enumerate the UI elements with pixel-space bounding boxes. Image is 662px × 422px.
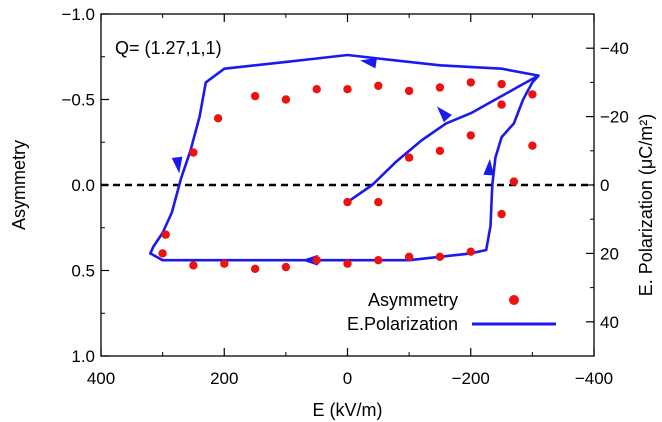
asymmetry-point (404, 252, 414, 261)
asymmetry-point (189, 261, 198, 270)
asymmetry-point (528, 141, 537, 150)
asymmetry-point (343, 259, 352, 268)
y2-tick-label: 20 (600, 244, 619, 263)
asymmetry-point (404, 86, 414, 96)
asymmetry-point (161, 230, 170, 239)
direction-arrow (436, 106, 452, 123)
direction-arrow (171, 156, 183, 174)
asymmetry-point (497, 209, 506, 219)
x-tick-label: 400 (87, 369, 115, 388)
legend-label-polarization: E.Polarization (347, 314, 458, 334)
asymmetry-point (435, 83, 445, 92)
asymmetry-point (435, 146, 445, 155)
chart-annotation: Q= (1.27,1,1) (115, 38, 222, 58)
x-axis-label: E (kV/m) (313, 400, 383, 420)
y-axis-label: Asymmetry (9, 140, 29, 230)
asymmetry-point (528, 90, 537, 99)
asymmetry-point (374, 256, 383, 265)
y2-tick-label: −40 (600, 39, 629, 58)
legend-label-asymmetry: Asymmetry (368, 290, 458, 310)
asymmetry-point (343, 197, 352, 207)
asymmetry-point (466, 78, 475, 87)
y2-tick-label: −20 (600, 108, 629, 127)
y-tick-label: 0.5 (71, 262, 95, 281)
series-layer (149, 53, 540, 273)
y-tick-label: 1.0 (71, 347, 95, 366)
asymmetry-point (435, 252, 445, 261)
direction-arrow (483, 158, 495, 176)
asymmetry-point (220, 259, 229, 268)
polarization-line (149, 53, 540, 262)
asymmetry-point (281, 262, 291, 272)
legend-marker-asymmetry (509, 295, 519, 305)
labels: 400 200 0 −200 −400−1.0−0.50.00.51.0−40−2002… (9, 5, 656, 420)
asymmetry-point (497, 79, 506, 89)
y2-tick-label: 40 (600, 313, 619, 332)
axes (100, 13, 595, 357)
asymmetry-point (374, 197, 383, 207)
asymmetry-point (158, 249, 167, 258)
asymmetry-point (312, 256, 321, 265)
x-tick-label: −400 (575, 369, 613, 388)
asymmetry-point (404, 153, 414, 162)
asymmetry-point (374, 81, 383, 91)
asymmetry-point (250, 264, 260, 273)
asymmetry-point (497, 100, 506, 109)
y2-tick-label: 0 (600, 176, 609, 195)
asymmetry-point (466, 131, 475, 140)
asymmetry-point (343, 85, 352, 94)
asymmetry-point (509, 177, 519, 186)
y-tick-label: −1.0 (61, 5, 95, 24)
y-tick-label: 0.0 (71, 176, 95, 195)
asymmetry-point (189, 148, 198, 157)
y2-axis-label: E. Polarization (μC/m²) (636, 114, 656, 296)
asymmetry-point (281, 95, 291, 104)
asymmetry-point (250, 91, 260, 101)
x-tick-label: 200 (210, 369, 238, 388)
asymmetry-point (312, 85, 321, 94)
direction-arrow (360, 57, 378, 69)
x-tick-label: −200 (452, 369, 490, 388)
y-tick-label: −0.5 (61, 91, 95, 110)
asymmetry-point (466, 247, 475, 256)
asymmetry-point (213, 114, 223, 123)
x-tick-label: 0 (343, 369, 352, 388)
